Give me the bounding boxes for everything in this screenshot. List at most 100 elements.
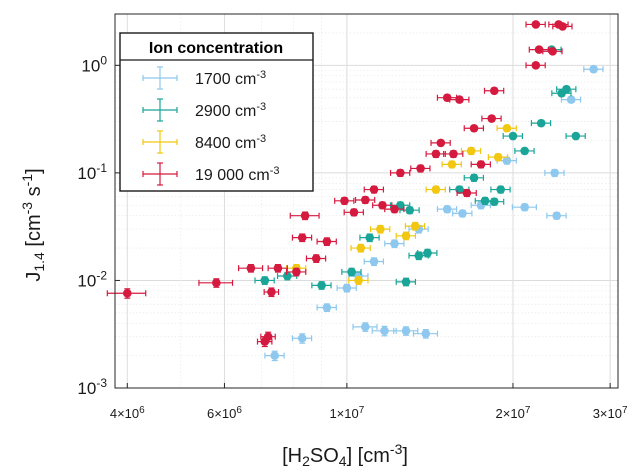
- data-point: [487, 152, 509, 162]
- data-point: [565, 131, 586, 141]
- data-point: [393, 326, 419, 336]
- legend-title: Ion concentration: [149, 40, 283, 57]
- data-point: [425, 149, 446, 159]
- legend-label: 19 000 cm-3: [195, 165, 280, 184]
- data-point: [198, 278, 234, 288]
- data-point: [343, 208, 364, 217]
- series-2: [285, 123, 517, 285]
- y-tick-label: 10-2: [77, 268, 107, 290]
- data-point: [354, 195, 376, 205]
- data-point: [530, 118, 552, 128]
- data-point: [496, 123, 517, 133]
- data-point: [238, 263, 264, 273]
- axis-ticks-layer: 4×106 6×106 1×107 2×107 3×107 10-3 10-2 10-1 100: [77, 53, 628, 421]
- x-tick-label: 4×106: [110, 405, 145, 422]
- data-point: [436, 204, 458, 214]
- legend-label: 8400 cm-3: [195, 133, 266, 152]
- data-point: [363, 185, 385, 194]
- data-point: [316, 237, 337, 247]
- data-point: [341, 267, 362, 277]
- data-point: [359, 233, 380, 243]
- data-point: [395, 277, 417, 287]
- x-tick-label: 1×107: [329, 405, 364, 422]
- y-tick-label: 10-1: [77, 161, 107, 183]
- legend-label: 1700 cm-3: [195, 69, 266, 88]
- data-point: [384, 239, 405, 249]
- data-point: [544, 168, 565, 178]
- data-point: [316, 303, 337, 313]
- data-point: [106, 288, 147, 299]
- y-tick-label: 10-3: [77, 376, 107, 398]
- data-point: [514, 146, 535, 156]
- data-point: [291, 233, 313, 243]
- data-point: [311, 281, 332, 290]
- legend-entry: 1700 cm-3: [142, 66, 266, 90]
- data-point: [395, 231, 417, 241]
- data-point: [384, 204, 405, 214]
- data-point: [483, 197, 505, 206]
- data-point: [528, 45, 550, 54]
- y-axis-label: J1.4 [cm-3 s-1]: [19, 168, 47, 281]
- data-point: [560, 95, 582, 104]
- data-point: [542, 47, 563, 56]
- data-point: [264, 350, 285, 362]
- data-point: [371, 325, 397, 337]
- data-point: [254, 276, 275, 285]
- data-point: [350, 243, 371, 253]
- data-point: [410, 164, 431, 173]
- data-point: [305, 254, 327, 263]
- data-point: [583, 64, 604, 74]
- data-point: [260, 331, 276, 343]
- y-axis-label-group: J1.4 [cm-3 s-1]: [19, 168, 47, 281]
- data-point: [334, 196, 355, 206]
- series-3: [106, 20, 573, 348]
- data-point: [470, 160, 491, 169]
- data-point: [481, 114, 502, 123]
- x-tick-label: 6×106: [207, 405, 242, 422]
- plot-frame: [114, 13, 619, 389]
- data-point: [267, 263, 288, 273]
- data-point: [483, 86, 505, 96]
- data-point: [291, 333, 313, 344]
- y-tick-label: 100: [81, 53, 107, 75]
- legend-label: 2900 cm-3: [195, 101, 266, 120]
- data-point: [348, 276, 369, 285]
- data-point: [511, 202, 537, 212]
- legend-entries: 1700 cm-3 2900 cm-3 8400 cm-3 19 000 cm-3: [142, 66, 280, 186]
- x-tick-label: 2×107: [496, 405, 531, 422]
- legend-entry: 2900 cm-3: [142, 98, 266, 122]
- data-point: [412, 329, 439, 339]
- data-point: [369, 224, 391, 234]
- legend-entry: 8400 cm-3: [142, 130, 266, 154]
- data-point: [389, 168, 411, 178]
- legend: Ion concentration 1700 cm-3 2900 cm-3 8400…: [119, 32, 314, 192]
- data-point: [556, 84, 577, 94]
- data-point: [285, 267, 307, 277]
- data-point: [352, 322, 378, 332]
- data-point: [552, 22, 573, 31]
- data-point: [525, 20, 546, 29]
- data-point: [363, 257, 385, 266]
- data-point: [463, 173, 485, 183]
- data-point: [502, 131, 523, 141]
- data-point: [443, 149, 464, 159]
- data-point: [430, 138, 451, 148]
- legend-entry: 19 000 cm-3: [142, 162, 280, 186]
- data-point: [263, 287, 280, 298]
- data-point: [525, 61, 546, 70]
- legend-box: [119, 32, 314, 192]
- data-point: [463, 123, 485, 133]
- data-point: [425, 185, 446, 194]
- x-tick-label: 3×107: [593, 405, 628, 422]
- data-point: [441, 160, 462, 169]
- data-point: [490, 185, 511, 194]
- data-point: [460, 146, 482, 156]
- x-axis-label: [H2SO4] [cm-3]: [282, 441, 408, 469]
- data-point: [449, 95, 470, 104]
- data-points-layer: [106, 20, 604, 362]
- data-point: [417, 248, 438, 258]
- data-point: [404, 221, 426, 231]
- data-point: [452, 209, 473, 218]
